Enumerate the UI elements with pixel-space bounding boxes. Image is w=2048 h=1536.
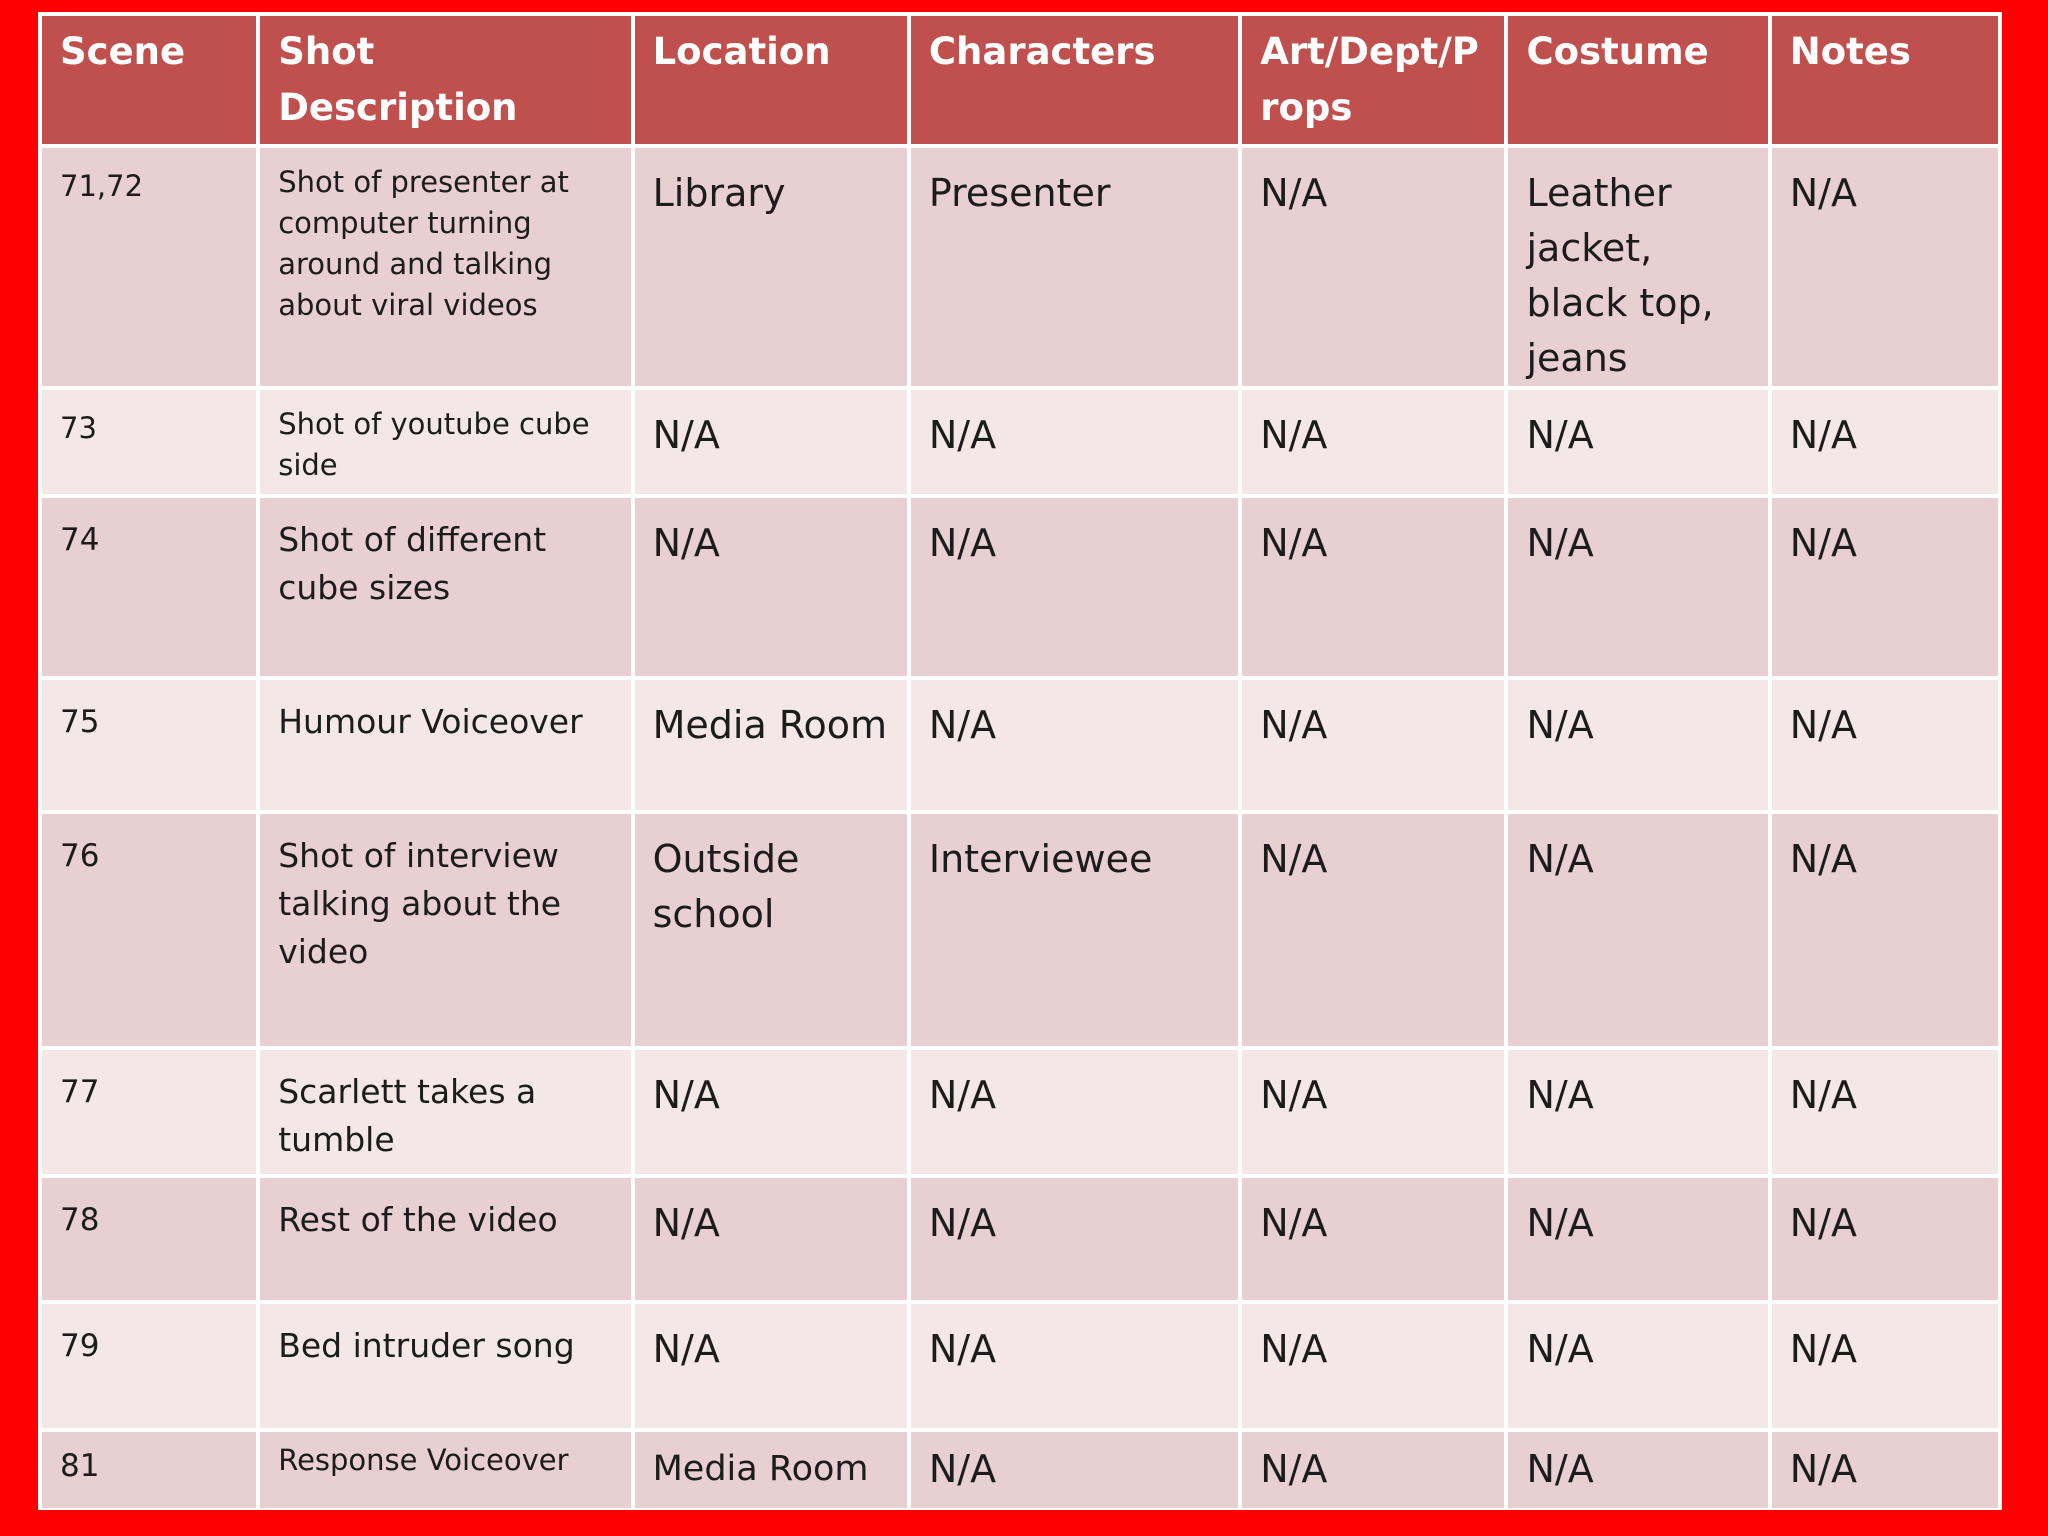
notes-cell: N/A	[1771, 680, 1998, 810]
scene-cell: 78	[42, 1178, 257, 1300]
scene-cell: 74	[42, 498, 257, 676]
location-cell: N/A	[634, 390, 907, 494]
art-cell: N/A	[1242, 390, 1505, 494]
location-cell: N/A	[634, 498, 907, 676]
art-cell: N/A	[1242, 1050, 1505, 1174]
header-location: Location	[634, 16, 907, 144]
shot-list-table: Scene Shot Description Location Characte…	[38, 12, 2002, 1512]
characters-cell: N/A	[910, 680, 1239, 810]
location-cell: Library	[634, 148, 907, 386]
notes-cell: N/A	[1771, 390, 1998, 494]
costume-cell: N/A	[1508, 1304, 1768, 1428]
description-cell: Humour Voiceover	[260, 680, 631, 810]
description-cell: Shot of youtube cube side	[260, 390, 631, 494]
notes-cell: N/A	[1771, 148, 1998, 386]
header-notes: Notes	[1771, 16, 1998, 144]
location-cell: Outside school	[634, 814, 907, 1046]
art-cell: N/A	[1242, 814, 1505, 1046]
art-cell: N/A	[1242, 1432, 1505, 1508]
table-row: 73 Shot of youtube cube side N/A N/A N/A…	[42, 390, 1998, 494]
art-cell: N/A	[1242, 148, 1505, 386]
costume-cell: N/A	[1508, 498, 1768, 676]
location-cell: Media Room	[634, 1432, 907, 1508]
costume-cell: N/A	[1508, 1178, 1768, 1300]
notes-cell: N/A	[1771, 1178, 1998, 1300]
characters-cell: N/A	[910, 1050, 1239, 1174]
table-row: 76 Shot of interview talking about the v…	[42, 814, 1998, 1046]
scene-cell: 73	[42, 390, 257, 494]
location-cell: Media Room	[634, 680, 907, 810]
scene-cell: 71,72	[42, 148, 257, 386]
description-cell: Bed intruder song	[260, 1304, 631, 1428]
costume-cell: N/A	[1508, 1050, 1768, 1174]
header-row: Scene Shot Description Location Characte…	[42, 16, 1998, 144]
table-row: 79 Bed intruder song N/A N/A N/A N/A N/A	[42, 1304, 1998, 1428]
art-cell: N/A	[1242, 1304, 1505, 1428]
scene-cell: 79	[42, 1304, 257, 1428]
characters-cell: Presenter	[910, 148, 1239, 386]
table-row: 75 Humour Voiceover Media Room N/A N/A N…	[42, 680, 1998, 810]
characters-cell: Interviewee	[910, 814, 1239, 1046]
location-cell: N/A	[634, 1178, 907, 1300]
art-cell: N/A	[1242, 498, 1505, 676]
scene-cell: 77	[42, 1050, 257, 1174]
notes-cell: N/A	[1771, 498, 1998, 676]
costume-cell: N/A	[1508, 1432, 1768, 1508]
description-cell: Response Voiceover	[260, 1432, 631, 1508]
header-art-dept-props: Art/Dept/P rops	[1242, 16, 1505, 144]
scene-cell: 81	[42, 1432, 257, 1508]
location-cell: N/A	[634, 1304, 907, 1428]
notes-cell: N/A	[1771, 1432, 1998, 1508]
characters-cell: N/A	[910, 498, 1239, 676]
table-row: 78 Rest of the video N/A N/A N/A N/A N/A	[42, 1178, 1998, 1300]
description-cell: Shot of different cube sizes	[260, 498, 631, 676]
art-cell: N/A	[1242, 1178, 1505, 1300]
table-row: 71,72 Shot of presenter at computer turn…	[42, 148, 1998, 386]
description-cell: Shot of interview talking about the vide…	[260, 814, 631, 1046]
location-cell: N/A	[634, 1050, 907, 1174]
scene-cell: 76	[42, 814, 257, 1046]
table-row: 74 Shot of different cube sizes N/A N/A …	[42, 498, 1998, 676]
table-row: 81 Response Voiceover Media Room N/A N/A…	[42, 1432, 1998, 1508]
table-row: 77 Scarlett takes a tumble N/A N/A N/A N…	[42, 1050, 1998, 1174]
header-shot-description: Shot Description	[260, 16, 631, 144]
header-costume: Costume	[1508, 16, 1768, 144]
header-scene: Scene	[42, 16, 257, 144]
header-characters: Characters	[910, 16, 1239, 144]
costume-cell: N/A	[1508, 390, 1768, 494]
notes-cell: N/A	[1771, 1050, 1998, 1174]
characters-cell: N/A	[910, 1178, 1239, 1300]
scene-cell: 75	[42, 680, 257, 810]
description-cell: Shot of presenter at computer turning ar…	[260, 148, 631, 386]
costume-cell: N/A	[1508, 814, 1768, 1046]
costume-cell: Leather jacket, black top, jeans	[1508, 148, 1768, 386]
costume-cell: N/A	[1508, 680, 1768, 810]
slide: Scene Shot Description Location Characte…	[38, 12, 2002, 1510]
characters-cell: N/A	[910, 1304, 1239, 1428]
characters-cell: N/A	[910, 390, 1239, 494]
characters-cell: N/A	[910, 1432, 1239, 1508]
description-cell: Scarlett takes a tumble	[260, 1050, 631, 1174]
notes-cell: N/A	[1771, 814, 1998, 1046]
notes-cell: N/A	[1771, 1304, 1998, 1428]
art-cell: N/A	[1242, 680, 1505, 810]
description-cell: Rest of the video	[260, 1178, 631, 1300]
